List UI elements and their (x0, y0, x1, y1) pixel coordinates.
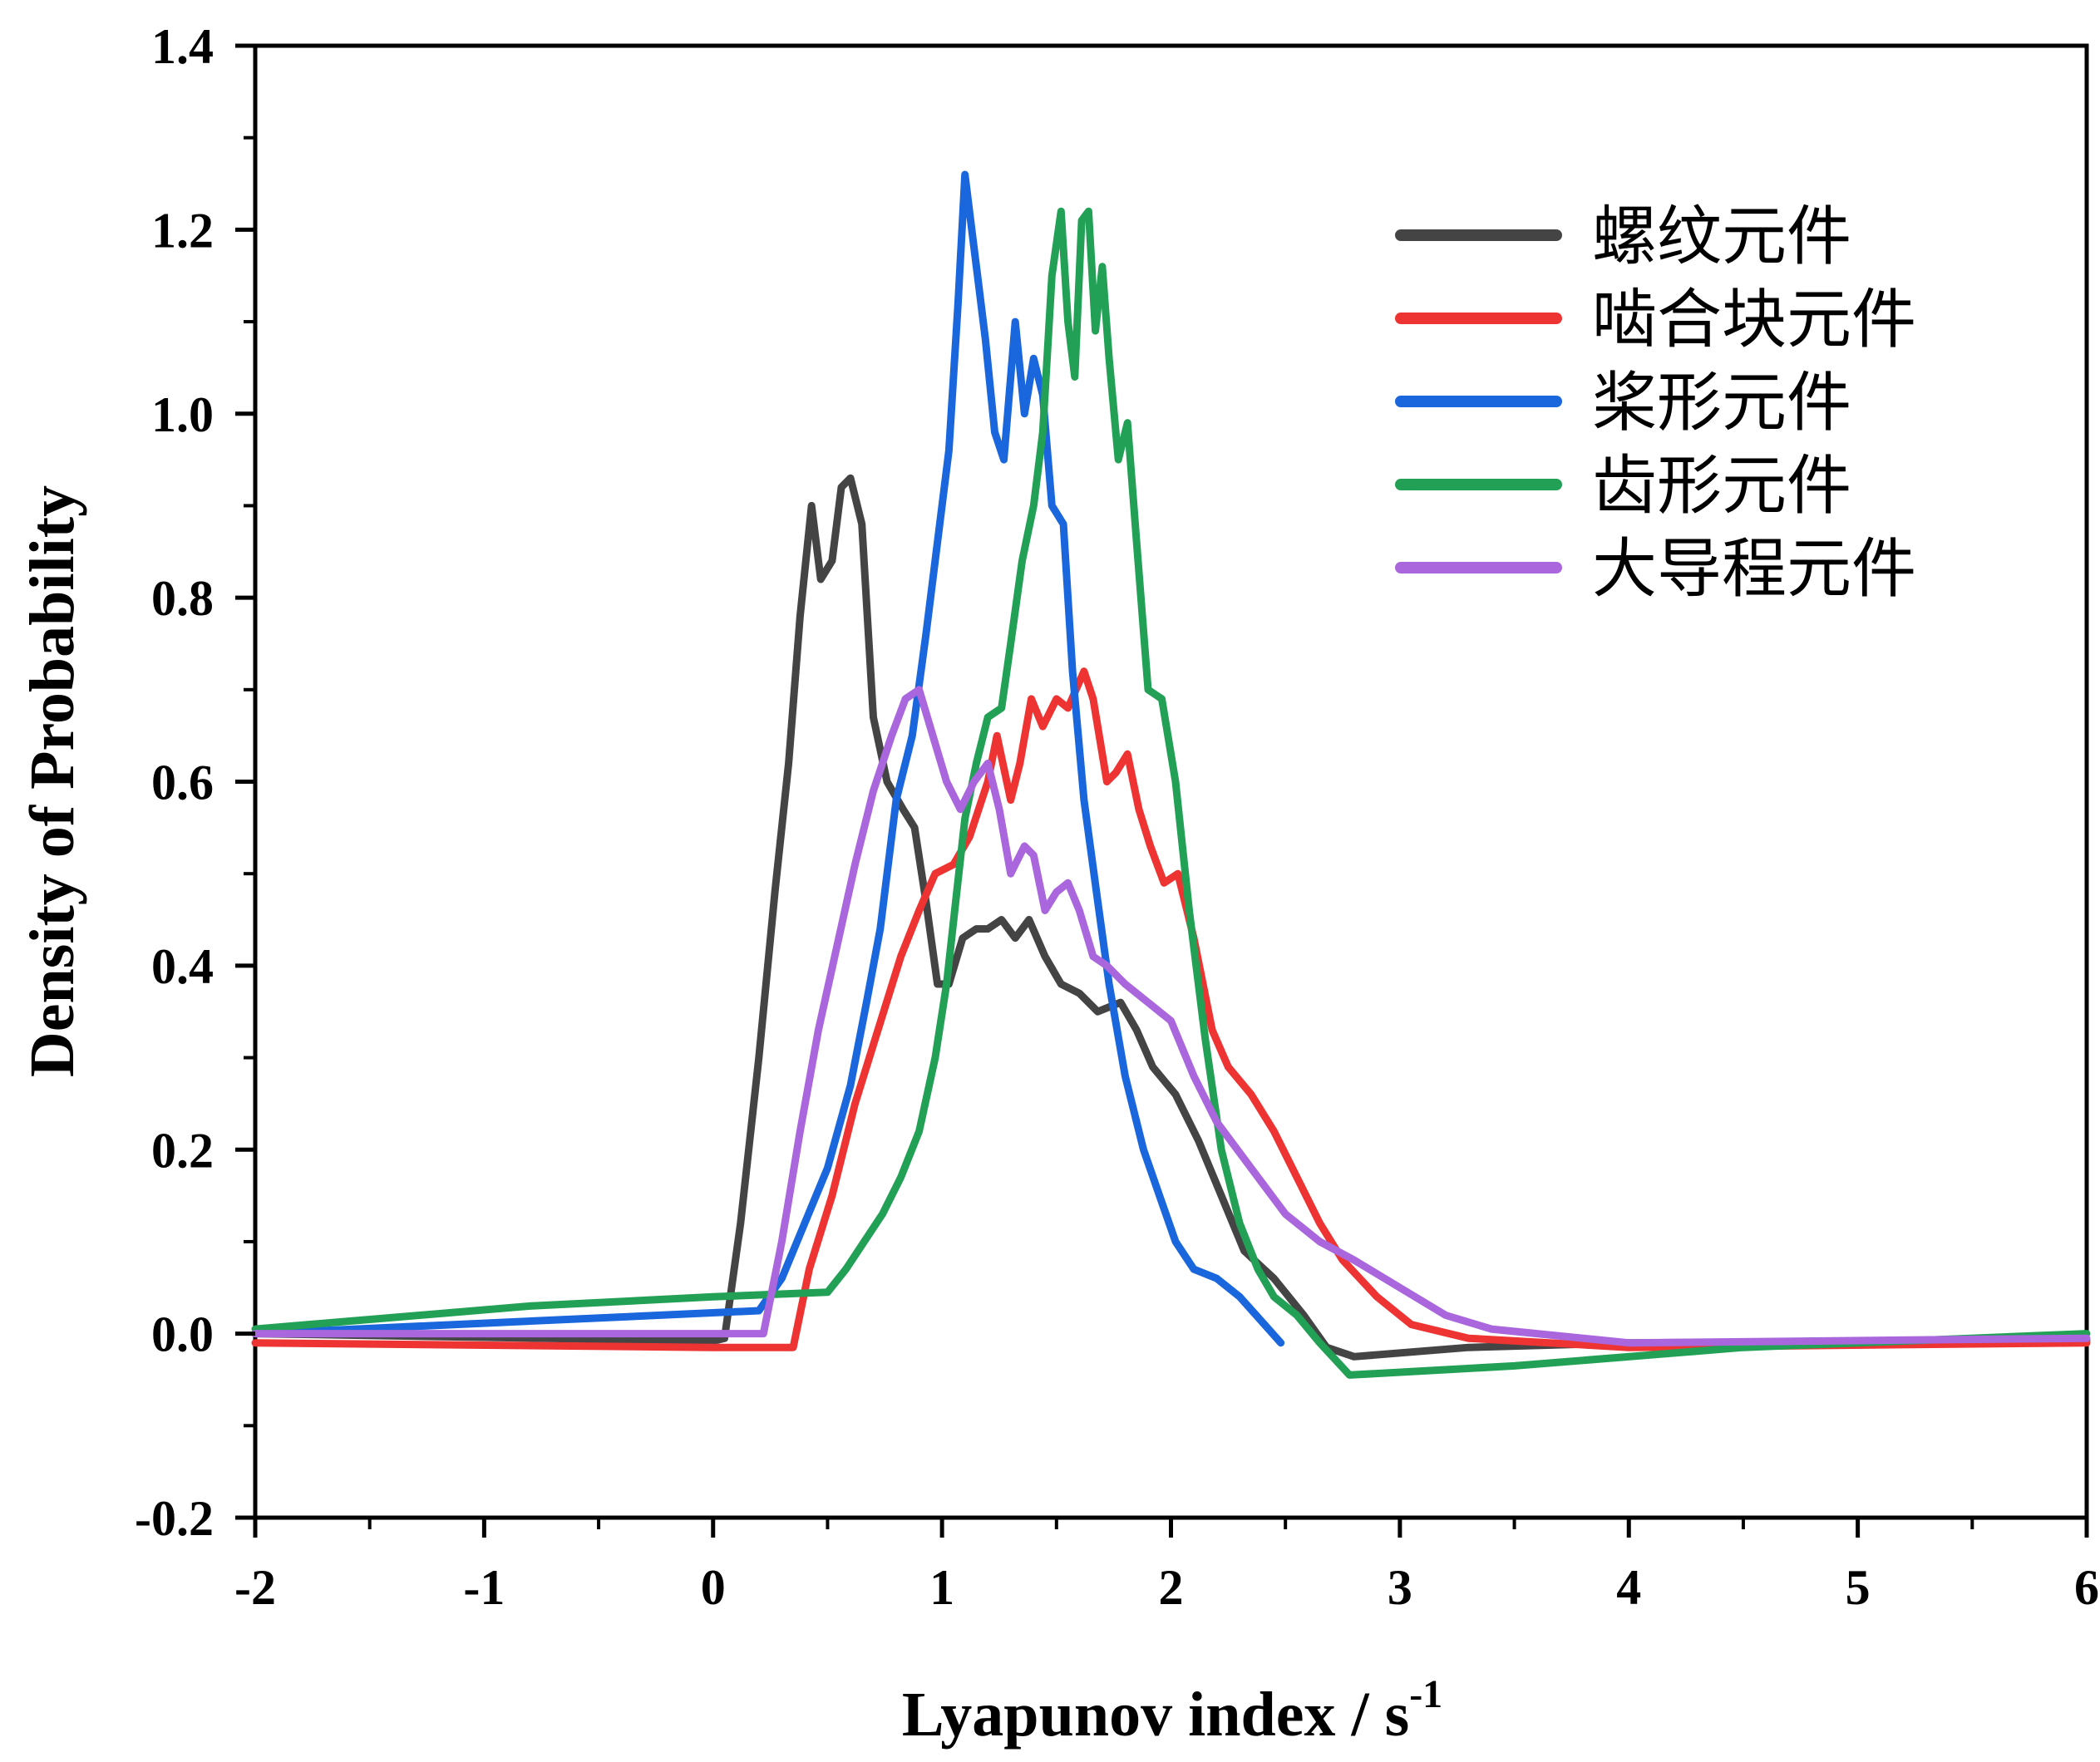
x-axis-title-superscript: -1 (1409, 1672, 1442, 1716)
y-tick-label: 1.0 (151, 387, 214, 442)
y-tick-label: 1.4 (151, 19, 214, 74)
x-axis-title-main: Lyapunov index / s (902, 1680, 1409, 1750)
y-tick-label: 0.4 (151, 939, 214, 994)
series-line-4 (251, 207, 2091, 1379)
x-tick-label: -2 (234, 1560, 276, 1615)
y-axis: -0.2 0.0 0.2 0.4 0.6 0.8 1.0 1.2 1.4 (135, 19, 255, 1546)
series-line-2 (251, 667, 2091, 1351)
legend-label-1: 螺纹元件 (1592, 199, 1851, 274)
y-tick-label: 1.2 (151, 203, 214, 258)
x-tick-label: 0 (701, 1560, 726, 1615)
x-tick-label: 4 (1616, 1560, 1641, 1615)
x-tick-label: -1 (463, 1560, 505, 1615)
x-tick-label: 6 (2074, 1560, 2099, 1615)
y-tick-label: 0.2 (151, 1123, 214, 1178)
x-axis-title: Lyapunov index / s-1 (902, 1672, 1442, 1750)
series-line-3 (251, 170, 1285, 1347)
y-tick-label: 0.6 (151, 755, 214, 810)
x-axis: -2 -1 0 1 2 3 4 5 6 (234, 1518, 2099, 1615)
y-tick-label: 0.0 (151, 1307, 214, 1362)
legend-label-5: 大导程元件 (1592, 532, 1916, 607)
series-line-1 (251, 474, 2091, 1361)
legend-label-2: 啮合块元件 (1592, 283, 1916, 357)
y-tick-label: -0.2 (135, 1491, 214, 1546)
y-axis-title: Density of Probability (17, 485, 87, 1077)
x-tick-label: 1 (929, 1560, 954, 1615)
legend-label-3: 桨形元件 (1592, 366, 1851, 440)
x-tick-label: 3 (1388, 1560, 1412, 1615)
y-tick-label: 0.8 (151, 571, 214, 626)
x-tick-label: 2 (1159, 1560, 1184, 1615)
legend-label-4: 齿形元件 (1592, 449, 1851, 524)
series-line-5 (251, 686, 2091, 1347)
series-group (251, 170, 2091, 1379)
x-tick-label: 5 (1846, 1560, 1871, 1615)
